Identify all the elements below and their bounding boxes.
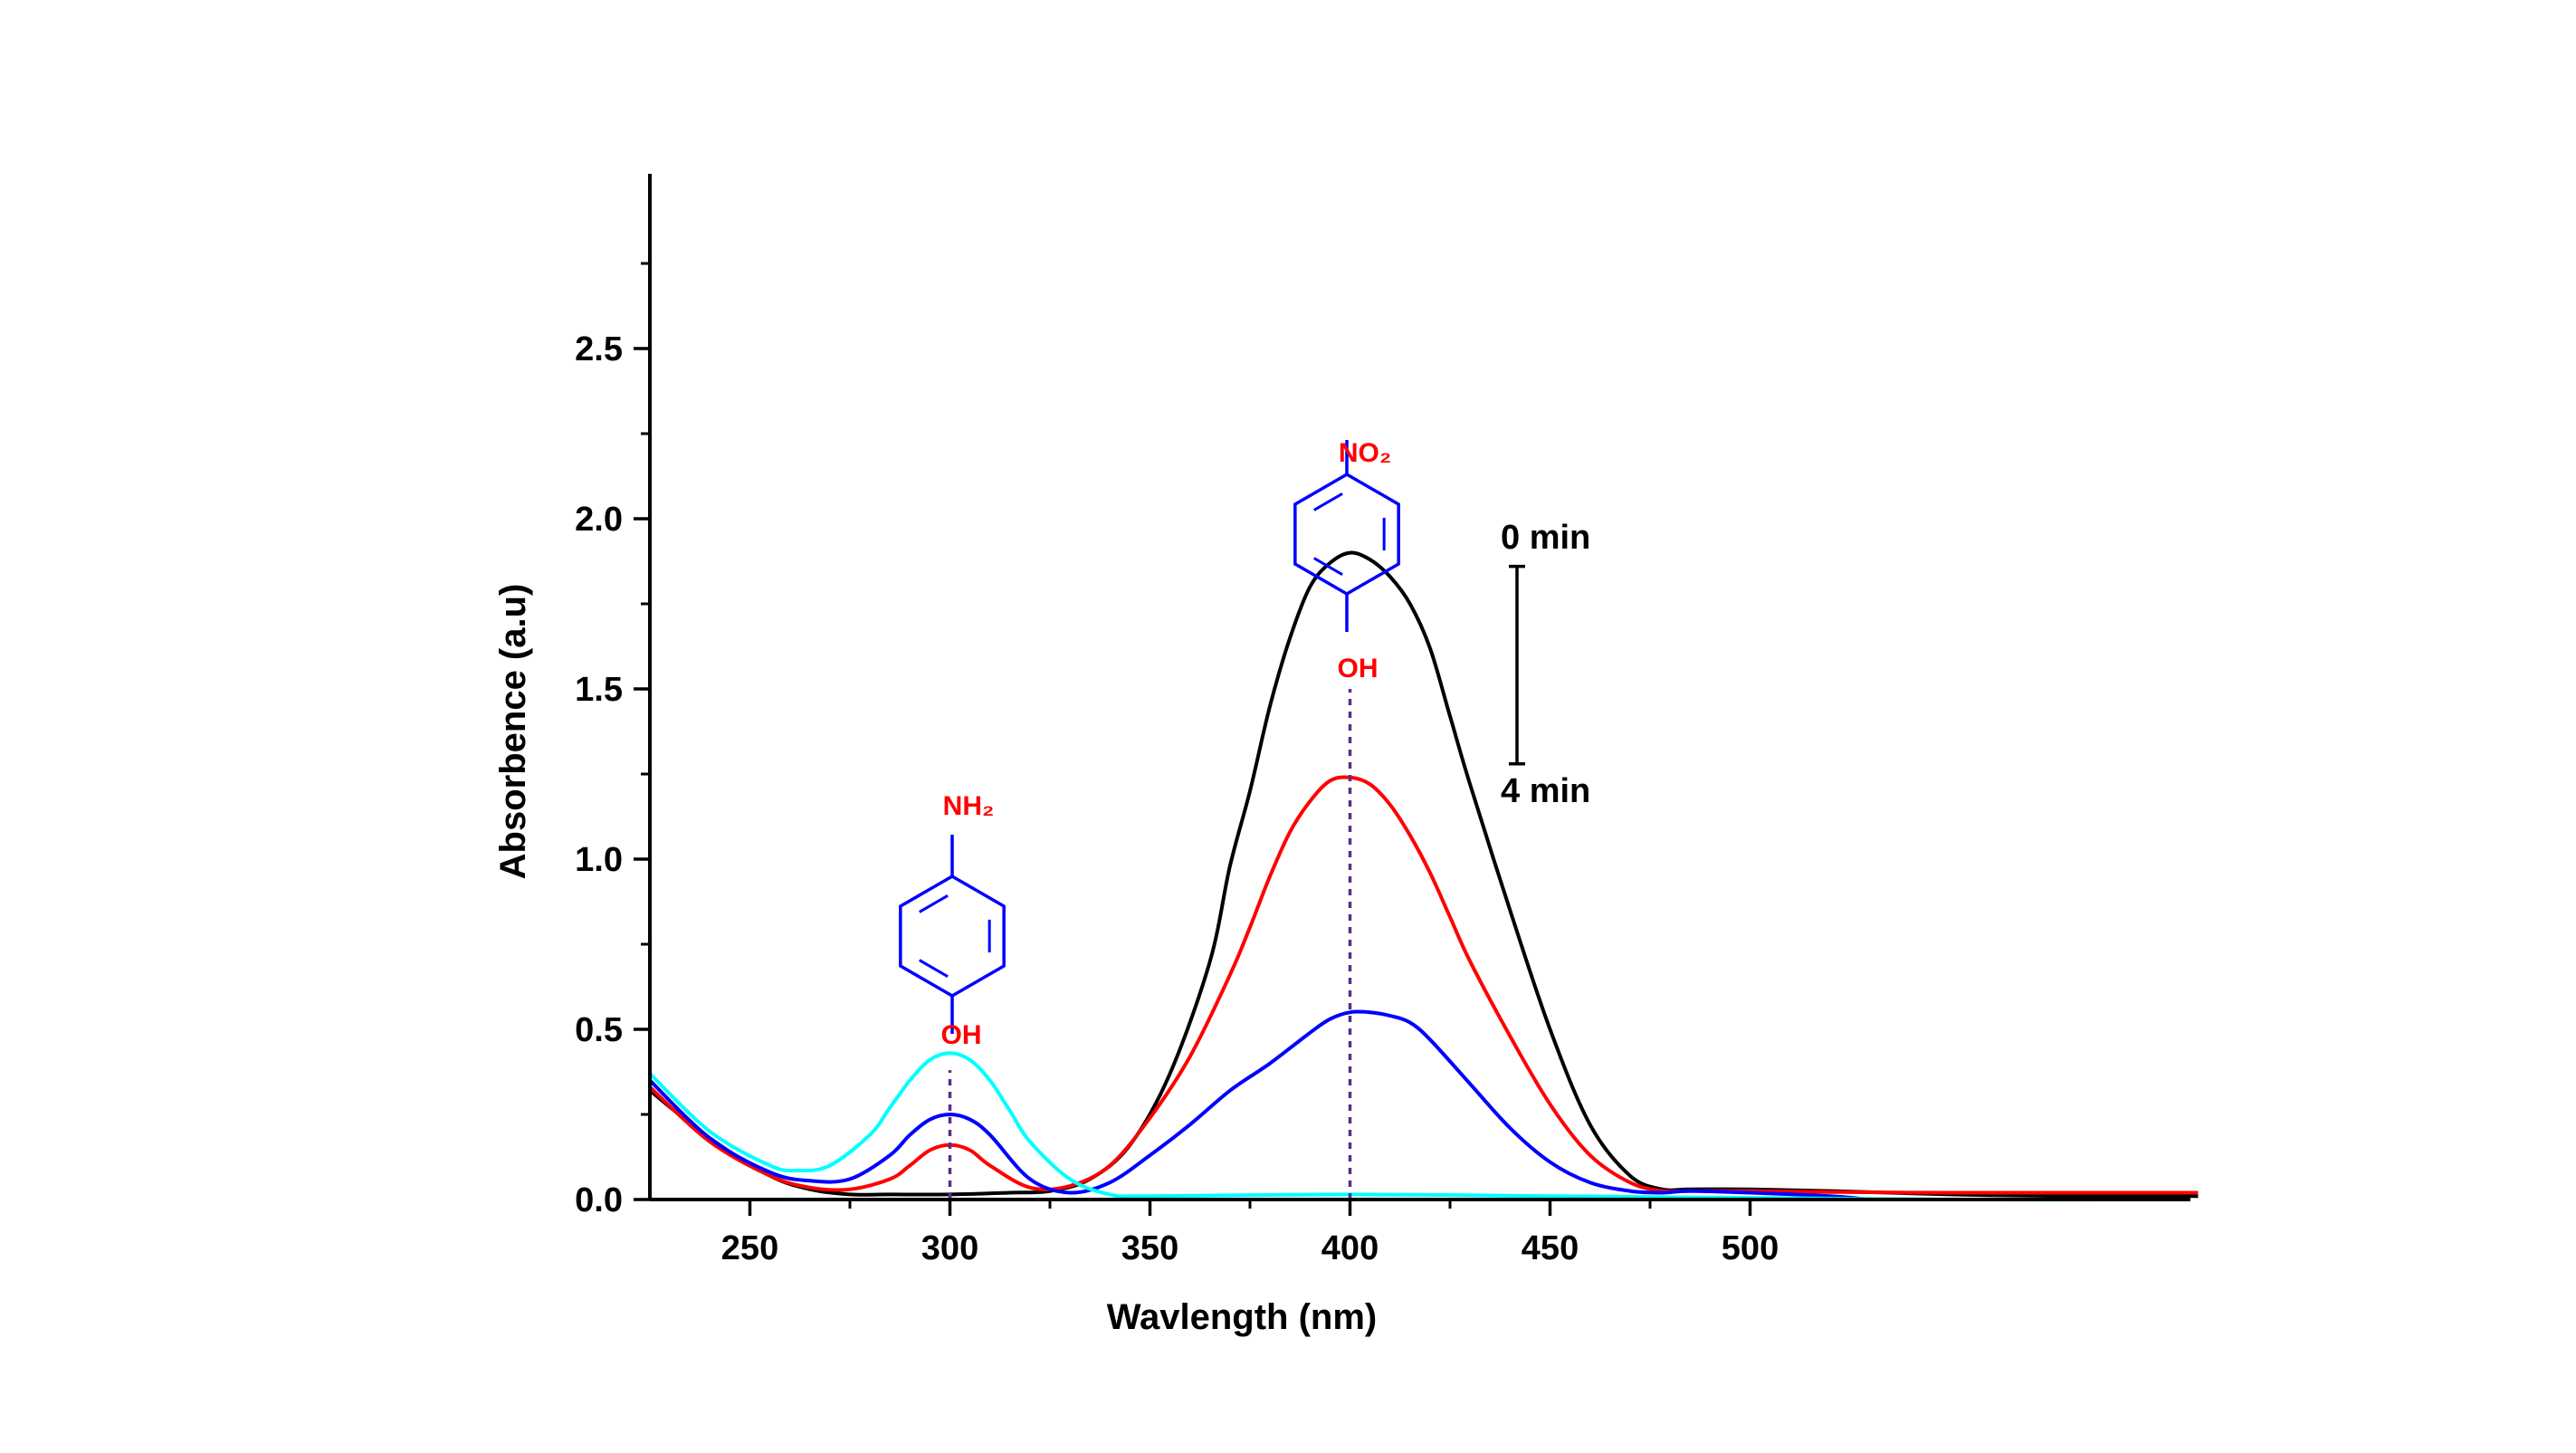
ring-double-bond	[919, 894, 949, 913]
x-axis-title: Wavlength (nm)	[1107, 1297, 1378, 1337]
series-line-3	[648, 1051, 2151, 1202]
series-group	[648, 550, 2199, 1202]
peak-markers	[948, 689, 1352, 1200]
x-tick-label: 400	[1321, 1229, 1379, 1267]
axes: 250 300 350 400 450 500 0.0 0.5 1.0 1.5 2.0 2.5	[575, 174, 2190, 1267]
y-tick-label: 2.0	[575, 501, 623, 539]
ring-double-bond	[1313, 557, 1343, 576]
ring-double-bond	[1313, 492, 1343, 511]
x-tick-label: 450	[1522, 1229, 1579, 1267]
aminophenol-top-group: NH₂	[943, 791, 995, 821]
benzene-ring-aminophenol	[899, 835, 1006, 1034]
x-tick-label: 500	[1722, 1229, 1779, 1267]
aminophenol-structure: NH₂ OH	[899, 791, 1006, 1050]
y-tick-label: 2.5	[575, 330, 623, 368]
aminophenol-bottom-group: OH	[941, 1020, 982, 1050]
benzene-ring-nitrophenol	[1293, 440, 1400, 632]
time-label-start: 0 min	[1501, 519, 1590, 557]
time-bar	[1509, 564, 1525, 766]
x-tick-label: 350	[1121, 1229, 1178, 1267]
x-tick-label: 250	[721, 1229, 778, 1267]
ring-double-bond	[919, 959, 949, 978]
y-tick-label: 1.0	[575, 841, 623, 879]
y-tick-label: 0.5	[575, 1011, 623, 1049]
y-tick-label: 1.5	[575, 671, 623, 709]
y-tick-label: 0.0	[575, 1181, 623, 1219]
series-line-2	[648, 1009, 1871, 1201]
nitrophenol-structure: NO₂ OH	[1293, 438, 1400, 683]
time-label-end: 4 min	[1501, 772, 1590, 810]
nitrophenol-bottom-group: OH	[1338, 654, 1379, 683]
series-line-1	[648, 775, 2199, 1195]
series-line-0	[648, 550, 2199, 1199]
y-axis-title: Absorbence (a.u)	[493, 584, 533, 880]
x-tick-label: 300	[921, 1229, 978, 1267]
nitrophenol-top-group: NO₂	[1339, 438, 1391, 468]
